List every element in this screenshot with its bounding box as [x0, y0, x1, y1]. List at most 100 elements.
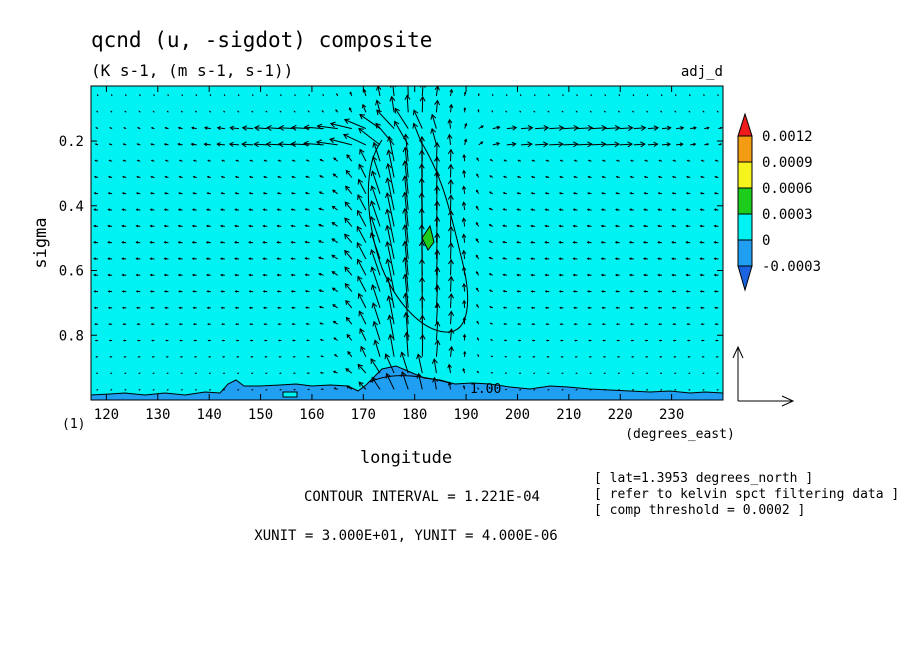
vector-arrow	[633, 143, 645, 146]
vector-arrow-head	[248, 224, 252, 228]
vector-arrow-head	[476, 337, 479, 340]
vector-arrow-head	[600, 208, 604, 211]
vector-arrow-head	[164, 175, 167, 179]
vector-arrow-head	[434, 320, 441, 327]
vector-arrow	[450, 259, 452, 276]
y-axis-label: sigma	[31, 217, 51, 268]
vector-arrow	[357, 194, 367, 211]
vector-arrow-head	[572, 290, 576, 293]
vector-arrow-head	[496, 125, 501, 130]
vector-arrow-head	[627, 125, 634, 131]
vector-arrow	[647, 143, 658, 146]
vector-arrow-head	[293, 389, 295, 391]
vector-arrow-head	[700, 175, 703, 179]
vector-arrow-head	[644, 323, 647, 326]
vector-arrow-head	[93, 224, 96, 228]
vector-arrow-head	[221, 159, 224, 162]
vector-arrow-head	[587, 175, 590, 179]
vector-arrow-head	[645, 356, 648, 358]
vector-arrow-head	[601, 175, 605, 179]
vector-arrow-head	[671, 273, 675, 277]
vector-arrow-head	[384, 353, 391, 360]
vector-arrow-head	[461, 266, 467, 271]
vector-arrow-head	[344, 266, 350, 272]
vector-arrow	[356, 242, 367, 260]
vector-arrow-head	[720, 126, 723, 130]
positive-region-core	[421, 224, 435, 251]
vector-arrow-head	[178, 192, 181, 195]
vector-arrow-head	[572, 241, 576, 244]
vector-arrow-head	[107, 192, 111, 195]
chart-subtitle: (K s-1, (m s-1, s-1))	[91, 61, 293, 80]
vector-arrow-head	[713, 224, 717, 228]
vector-arrow-head	[558, 192, 562, 195]
vector-arrow-head	[476, 189, 479, 193]
vector-arrow	[386, 209, 395, 243]
vector-arrow	[605, 127, 620, 130]
vector-arrow	[388, 315, 395, 341]
vector-arrow-head	[616, 159, 619, 162]
vector-arrow	[358, 293, 367, 309]
vector-arrow	[404, 147, 409, 178]
vector-arrow-head	[135, 290, 139, 293]
vector-arrow-head	[153, 94, 155, 96]
vector-arrow-head	[223, 94, 226, 96]
vector-arrow-head	[266, 125, 272, 131]
vector-arrow-head	[516, 273, 520, 277]
vector-arrow-head	[276, 257, 280, 261]
vector-arrow	[229, 143, 240, 146]
vector-arrow-head	[318, 240, 322, 244]
vector-arrow-head	[358, 128, 364, 134]
vector-arrow-head	[400, 371, 407, 377]
vector-arrow-head	[181, 94, 183, 96]
vector-arrow-head	[530, 290, 534, 293]
vector-arrow-head	[714, 323, 717, 326]
vector-arrow-head	[263, 339, 267, 342]
vector-arrow-head	[618, 94, 620, 96]
vector-arrow-head	[448, 275, 454, 282]
vector-arrow	[450, 243, 452, 260]
vector-arrow-head	[307, 388, 310, 391]
contour-label: 1.00	[470, 382, 501, 397]
vector-arrow-head	[628, 241, 632, 244]
vector-arrow-head	[672, 323, 675, 326]
vector-arrow	[520, 127, 533, 130]
vector-arrow-head	[135, 241, 139, 244]
vector-arrow-head	[713, 257, 717, 261]
vector-arrow	[404, 274, 409, 308]
vector-arrow-head	[673, 372, 676, 374]
vector-arrow-head	[122, 323, 125, 326]
vector-arrow-head	[163, 224, 167, 228]
vector-arrow	[344, 266, 353, 276]
vector-arrow	[371, 171, 381, 194]
vector-arrow-head	[463, 350, 467, 355]
contour-interval-text: CONTOUR INTERVAL = 1.221E-04	[304, 489, 540, 505]
vector-arrow-head	[150, 306, 153, 309]
vector-arrow-head	[263, 159, 266, 162]
vector-arrow-head	[547, 110, 549, 113]
vector-arrow-head	[434, 156, 440, 162]
vector-arrow	[387, 163, 395, 194]
vector-arrow-head	[447, 209, 454, 216]
vector-field	[93, 86, 723, 391]
vector-arrow-head	[206, 175, 210, 179]
vector-arrow-head	[496, 142, 501, 146]
vector-arrow-head	[719, 143, 723, 146]
vector-arrow-head	[369, 248, 376, 255]
vector-arrow-head	[359, 328, 365, 334]
vector-arrow-head	[95, 356, 98, 358]
vector-arrow-head	[135, 192, 139, 195]
vector-arrow-head	[94, 323, 97, 326]
vector-arrow-head	[713, 241, 717, 244]
vector-arrow	[387, 150, 395, 178]
vector-arrow-head	[357, 194, 363, 201]
vector-arrow-head	[629, 273, 632, 277]
vector-arrow	[401, 371, 409, 390]
vector-arrow-head	[253, 141, 260, 148]
vector-arrow-head	[685, 192, 689, 195]
vector-arrow-head	[666, 125, 672, 131]
vector-arrow-head	[122, 159, 125, 162]
vector-arrow-head	[403, 311, 410, 318]
vector-arrow-head	[518, 389, 521, 391]
vector-arrow-head	[291, 323, 294, 326]
